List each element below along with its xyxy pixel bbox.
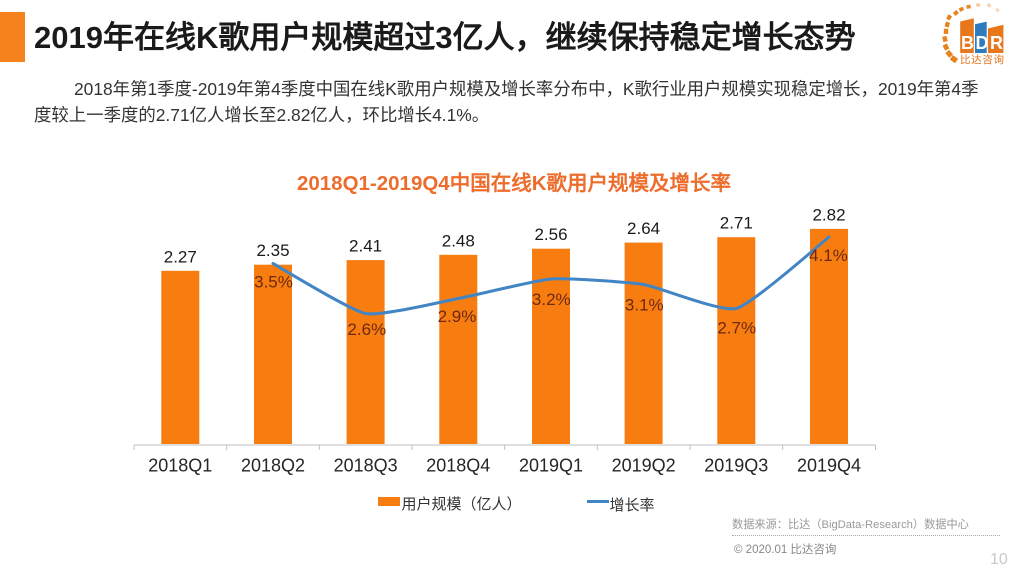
svg-text:2019Q2: 2019Q2 [612,456,676,476]
svg-text:2018Q2: 2018Q2 [241,456,305,476]
svg-text:2.9%: 2.9% [438,307,477,326]
svg-text:比达咨询: 比达咨询 [960,53,1004,66]
svg-text:2.48: 2.48 [442,231,475,250]
svg-text:2.27: 2.27 [164,247,197,266]
svg-text:4.1%: 4.1% [809,246,848,265]
svg-text:2018Q3: 2018Q3 [334,456,398,476]
svg-text:2.6%: 2.6% [347,320,386,339]
svg-text:2019Q1: 2019Q1 [519,456,583,476]
svg-text:3.5%: 3.5% [254,273,293,292]
svg-text:2.64: 2.64 [627,219,660,238]
svg-text:2.41: 2.41 [349,237,382,256]
svg-text:2018Q1: 2018Q1 [148,456,212,476]
svg-text:2.71: 2.71 [720,214,753,233]
svg-text:2018Q4: 2018Q4 [426,456,490,476]
svg-text:2.82: 2.82 [812,205,845,224]
svg-text:2.35: 2.35 [256,241,289,260]
svg-text:BDR: BDR [961,33,1003,53]
svg-text:2019Q4: 2019Q4 [797,456,861,476]
svg-text:3.1%: 3.1% [625,295,664,314]
svg-text:2019Q3: 2019Q3 [704,456,768,476]
svg-text:2.56: 2.56 [534,225,567,244]
svg-text:2.7%: 2.7% [717,319,756,338]
svg-text:3.2%: 3.2% [532,290,571,309]
